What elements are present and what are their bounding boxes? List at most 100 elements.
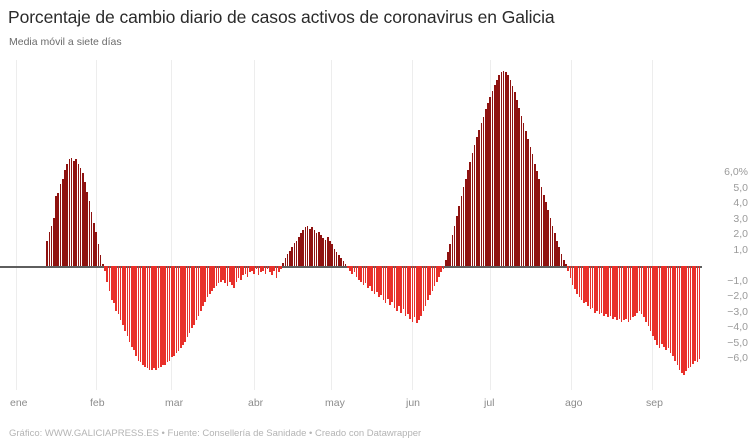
bar[interactable] (464, 179, 467, 266)
bar[interactable] (415, 266, 418, 324)
bar[interactable] (159, 266, 162, 367)
bar[interactable] (126, 266, 129, 336)
bar[interactable] (275, 266, 278, 279)
bar[interactable] (211, 266, 213, 291)
bar[interactable] (266, 266, 269, 270)
bar[interactable] (48, 231, 51, 266)
bar[interactable] (674, 266, 676, 361)
bar[interactable] (286, 253, 289, 266)
bar[interactable] (237, 266, 240, 279)
bar[interactable] (184, 266, 186, 342)
bar[interactable] (502, 70, 505, 266)
bar[interactable] (487, 103, 489, 266)
bar[interactable] (186, 266, 189, 338)
bar[interactable] (371, 266, 374, 291)
bar[interactable] (589, 266, 592, 310)
bar[interactable] (652, 266, 654, 336)
bar[interactable] (462, 186, 465, 266)
bar[interactable] (110, 266, 113, 301)
bar[interactable] (362, 266, 365, 285)
bar[interactable] (687, 266, 690, 369)
bar[interactable] (329, 241, 331, 266)
bar[interactable] (155, 266, 158, 370)
bar[interactable] (643, 266, 645, 318)
bar[interactable] (313, 230, 316, 266)
bar[interactable] (77, 163, 80, 266)
bar[interactable] (482, 117, 485, 266)
bar[interactable] (384, 266, 387, 304)
bar[interactable] (222, 266, 224, 280)
bar[interactable] (204, 266, 207, 302)
bar[interactable] (46, 241, 48, 266)
bar[interactable] (658, 266, 661, 349)
bar[interactable] (418, 266, 420, 321)
bar[interactable] (311, 227, 313, 266)
bar[interactable] (88, 200, 91, 266)
bar[interactable] (476, 137, 478, 266)
bar[interactable] (84, 182, 86, 266)
bar[interactable] (124, 266, 126, 332)
bar[interactable] (516, 100, 518, 266)
bar[interactable] (536, 171, 538, 266)
bar[interactable] (220, 266, 222, 282)
bar[interactable] (271, 266, 273, 276)
bar[interactable] (469, 162, 472, 266)
bar[interactable] (64, 169, 66, 266)
bar[interactable] (309, 228, 311, 266)
bar[interactable] (491, 90, 494, 266)
bar[interactable] (235, 266, 238, 282)
bar[interactable] (315, 233, 318, 266)
bar[interactable] (549, 217, 552, 266)
bar[interactable] (489, 97, 492, 266)
bar[interactable] (248, 266, 251, 273)
bar[interactable] (391, 266, 394, 302)
bar[interactable] (513, 92, 516, 266)
bar[interactable] (253, 266, 256, 274)
bar[interactable] (473, 145, 476, 266)
bar[interactable] (422, 266, 425, 311)
bar[interactable] (104, 266, 106, 271)
bar[interactable] (660, 266, 663, 344)
bar[interactable] (558, 247, 561, 266)
bar[interactable] (413, 266, 416, 318)
bar[interactable] (306, 225, 309, 266)
bar[interactable] (302, 230, 305, 266)
bar[interactable] (61, 179, 64, 266)
bar[interactable] (188, 266, 191, 333)
bar[interactable] (215, 266, 218, 287)
bar[interactable] (402, 266, 405, 310)
bar[interactable] (193, 266, 195, 325)
bar[interactable] (667, 266, 670, 349)
bar[interactable] (344, 264, 347, 266)
bar[interactable] (625, 266, 627, 319)
bar[interactable] (66, 163, 68, 266)
bar[interactable] (529, 146, 532, 266)
bar[interactable] (554, 233, 556, 266)
bar[interactable] (471, 152, 474, 266)
bar[interactable] (440, 266, 443, 273)
bar[interactable] (407, 266, 409, 315)
bar[interactable] (280, 266, 282, 270)
bar[interactable] (505, 72, 507, 266)
bar[interactable] (556, 241, 558, 266)
bar[interactable] (75, 159, 77, 266)
bar[interactable] (282, 262, 284, 266)
bar[interactable] (197, 266, 200, 316)
bar[interactable] (638, 266, 641, 311)
bar[interactable] (527, 138, 529, 266)
bar[interactable] (260, 266, 262, 273)
bar[interactable] (378, 266, 380, 297)
bar[interactable] (600, 266, 603, 313)
bar[interactable] (324, 239, 327, 266)
bar[interactable] (518, 107, 520, 266)
bar[interactable] (291, 247, 293, 266)
bar[interactable] (369, 266, 371, 287)
bar[interactable] (562, 259, 565, 266)
bar[interactable] (351, 266, 353, 274)
bar[interactable] (591, 266, 594, 308)
bar[interactable] (213, 266, 215, 288)
bar[interactable] (576, 266, 578, 294)
bar[interactable] (273, 266, 276, 271)
bar[interactable] (297, 236, 300, 266)
bar[interactable] (631, 266, 634, 318)
